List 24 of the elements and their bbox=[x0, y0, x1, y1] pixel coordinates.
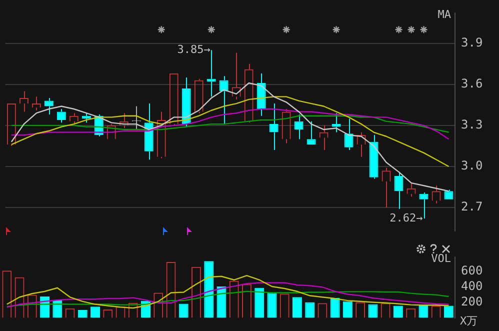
y-axis-title: X万 bbox=[460, 314, 478, 328]
candlestick bbox=[394, 171, 404, 210]
y-tick-label: 600 bbox=[461, 263, 483, 278]
bar bbox=[342, 301, 352, 318]
bar bbox=[254, 288, 264, 318]
bar bbox=[330, 298, 340, 318]
y-tick-label: 3.3 bbox=[461, 118, 483, 132]
y-tick-label: 3.9 bbox=[461, 35, 483, 50]
bar bbox=[204, 261, 214, 318]
bar bbox=[52, 300, 62, 318]
annotation: 2.62→ bbox=[390, 211, 424, 224]
candlestick bbox=[182, 77, 191, 128]
annotation: VOL bbox=[431, 252, 452, 265]
candlestick bbox=[369, 134, 378, 180]
y-tick-label: 3.6 bbox=[461, 76, 483, 90]
bar bbox=[292, 297, 302, 318]
bar bbox=[267, 292, 277, 318]
y-tick-label: 200 bbox=[461, 294, 483, 308]
candlestick bbox=[144, 103, 154, 160]
y-tick-label: 2.7 bbox=[461, 200, 483, 214]
annotation: 3.85→ bbox=[177, 43, 211, 56]
y-tick-label: 3.0 bbox=[461, 158, 483, 173]
annotation: MA bbox=[438, 8, 452, 21]
y-tick-label: 400 bbox=[461, 278, 483, 293]
